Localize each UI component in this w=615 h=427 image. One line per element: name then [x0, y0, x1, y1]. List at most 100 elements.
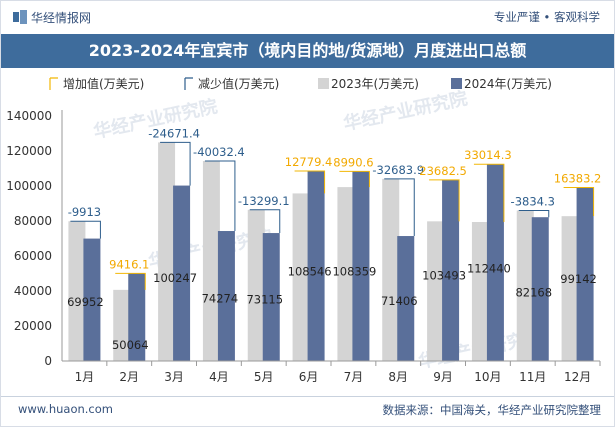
change-label: -9913 [68, 205, 101, 219]
x-tick-label: 12月 [564, 370, 591, 384]
value-label-2024: 100247 [153, 271, 197, 285]
y-tick-label: 20000 [14, 319, 52, 333]
legend: 增加值(万美元) 减少值(万美元) 2023年(万美元) 2024年(万美元) [49, 76, 552, 91]
change-label: -24671.4 [148, 126, 200, 140]
bar-2024 [307, 171, 325, 361]
value-label-2024: 112440 [467, 261, 511, 275]
footer-website: www.huaon.com [18, 402, 113, 416]
legend-swatch-decrease [184, 77, 193, 90]
value-label-2024: 74274 [202, 292, 239, 306]
title-band: 2023-2024年宜宾市（境内目的地/货源地）月度进出口总额 [1, 34, 614, 68]
bar-2023 [516, 210, 534, 361]
bar-2023 [561, 216, 579, 361]
change-label: -40032.4 [193, 145, 245, 159]
legend-swatch-y2023 [318, 78, 329, 89]
x-tick-label: 6月 [299, 370, 319, 384]
bar-2024 [173, 185, 191, 361]
watermark: 华经产业研究院 [341, 87, 469, 135]
change-label: 33014.3 [464, 148, 512, 162]
value-label-2024: 69952 [67, 295, 104, 309]
bar-2023 [68, 221, 86, 361]
bar-2024 [217, 231, 235, 361]
x-tick-label: 7月 [344, 370, 364, 384]
bar-2024 [442, 179, 460, 361]
bar-2024 [576, 187, 594, 361]
x-tick-label: 5月 [254, 370, 274, 384]
legend-label-increase: 增加值(万美元) [63, 76, 144, 91]
bar-2024 [397, 236, 415, 361]
data-labels: -9913 69952 9416.1 50064 -24671.4 100247 -4003… [67, 126, 601, 352]
y-tick-label: 120000 [6, 144, 52, 158]
x-tick-label: 3月 [164, 370, 184, 384]
top-bar: 华经情报网 专业严谨 • 客观科学 [1, 1, 614, 34]
legend-swatch-increase [49, 77, 58, 90]
bar-2024 [486, 164, 504, 361]
increase-bracket [429, 179, 460, 222]
tagline: 专业严谨 • 客观科学 [493, 10, 600, 24]
change-label: 8990.6 [333, 155, 373, 169]
increase-bracket [339, 170, 370, 188]
change-label: -32683.9 [372, 163, 424, 177]
x-axis: 1月 2月 3月 4月 5月 6月 7月 8月 9月 10月 11月 12月 [62, 360, 601, 384]
chart-title: 2023-2024年宜宾市（境内目的地/货源地）月度进出口总额 [88, 41, 527, 60]
bar-2024 [531, 217, 549, 361]
value-label-2024: 73115 [246, 292, 283, 306]
bar-2023 [427, 221, 445, 361]
decrease-bracket [70, 220, 101, 239]
y-tick-label: 40000 [14, 284, 52, 298]
decrease-bracket [160, 141, 191, 186]
y-tick-label: 140000 [6, 109, 52, 123]
legend-swatch-y2024 [451, 78, 462, 89]
bar-2023 [471, 222, 489, 361]
increase-bracket [115, 272, 146, 290]
x-tick-label: 2月 [119, 370, 139, 384]
x-tick-label: 10月 [474, 370, 501, 384]
x-tick-label: 1月 [75, 370, 95, 384]
bar-2023 [292, 193, 310, 361]
legend-label-y2023: 2023年(万美元) [331, 77, 419, 91]
increase-bracket [473, 163, 505, 223]
bar-2024 [83, 238, 101, 361]
x-tick-label: 11月 [519, 370, 546, 384]
huajing-logo-icon [13, 10, 27, 24]
increase-bracket [294, 170, 326, 194]
legend-label-y2024: 2024年(万美元) [464, 77, 552, 91]
decrease-bracket [249, 209, 281, 234]
bars [68, 142, 594, 361]
bar-2023 [247, 209, 265, 361]
x-tick-label: 9月 [433, 370, 453, 384]
bar-2024 [128, 273, 146, 361]
decrease-bracket [518, 209, 550, 218]
site-name: 华经情报网 [31, 11, 92, 25]
legend-label-decrease: 减少值(万美元) [198, 76, 279, 91]
footer-divider [1, 396, 614, 397]
value-label-2024: 99142 [560, 272, 597, 286]
y-tick-label: 80000 [14, 214, 52, 228]
change-label: 12779.4 [285, 155, 333, 169]
change-label: 16383.2 [554, 172, 602, 186]
value-label-2024: 108546 [288, 265, 332, 279]
value-label-2024: 50064 [112, 338, 149, 352]
increase-bracket [563, 187, 595, 217]
bar-2023 [382, 178, 400, 361]
bar-2023 [337, 187, 355, 361]
bar-2024 [352, 171, 370, 361]
bar-2023 [202, 160, 220, 361]
y-tick-label: 60000 [14, 249, 52, 263]
change-label: 9416.1 [109, 257, 149, 271]
y-axis: 0 20000 40000 60000 80000 100000 120000 140000 [6, 109, 63, 368]
bar-2023 [158, 142, 176, 361]
x-tick-label: 4月 [209, 370, 229, 384]
change-label: 23682.5 [419, 164, 467, 178]
bar-2024 [262, 233, 280, 361]
x-tick-label: 8月 [388, 370, 408, 384]
value-label-2024: 82168 [515, 285, 552, 299]
decrease-bracket [204, 160, 236, 232]
change-brackets [70, 141, 595, 290]
footer-source: 数据来源：中国海关，华经产业研究院整理 [382, 403, 602, 417]
value-label-2024: 71406 [381, 294, 418, 308]
bar-chart: 增加值(万美元) 减少值(万美元) 2023年(万美元) 2024年(万美元) 华经产… [6, 76, 601, 384]
decrease-bracket [384, 178, 415, 237]
change-label: -3834.3 [511, 194, 555, 208]
bar-2023 [113, 289, 131, 361]
